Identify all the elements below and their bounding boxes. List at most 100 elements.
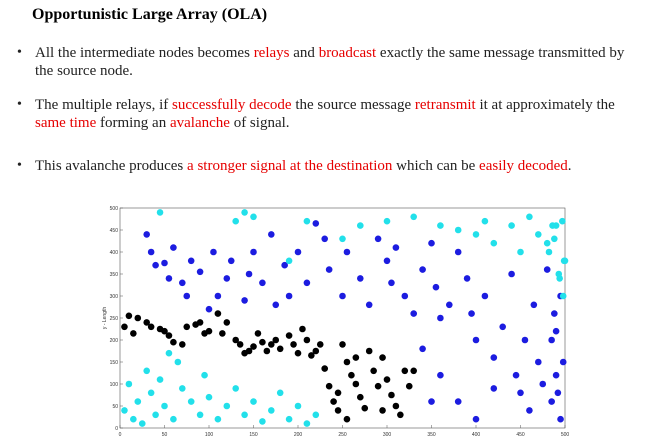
point: [179, 279, 186, 287]
point: [245, 270, 253, 278]
text: .: [567, 158, 572, 174]
text: which can be: [392, 158, 480, 174]
point: [303, 217, 311, 225]
point: [339, 341, 346, 348]
point: [227, 257, 235, 265]
text: and: [289, 45, 319, 61]
point: [535, 358, 542, 366]
point: [339, 292, 346, 300]
point: [156, 376, 164, 383]
point: [321, 235, 329, 243]
point: [312, 347, 320, 355]
x-tick-label: 500: [561, 432, 570, 438]
point: [183, 292, 191, 300]
point: [472, 415, 480, 423]
point: [236, 341, 244, 348]
point: [147, 323, 155, 331]
point: [517, 389, 524, 397]
point: [121, 323, 128, 331]
point: [545, 248, 553, 256]
point: [134, 398, 142, 405]
point: [437, 371, 444, 379]
point: [454, 248, 462, 256]
point: [196, 268, 204, 276]
point: [272, 301, 280, 309]
point: [165, 275, 173, 282]
point: [339, 235, 346, 243]
point: [401, 367, 409, 375]
point: [499, 323, 507, 331]
highlight-text: successfully decode: [172, 97, 292, 113]
point: [374, 235, 382, 243]
x-tick-label: 300: [383, 432, 392, 438]
point: [312, 220, 320, 227]
point: [299, 325, 306, 333]
point: [559, 217, 566, 225]
point: [223, 402, 231, 410]
point: [232, 385, 239, 392]
point: [481, 292, 489, 300]
y-tick-label: 250: [110, 316, 119, 322]
point: [303, 336, 311, 344]
point: [379, 354, 386, 361]
point: [401, 292, 409, 300]
point: [187, 398, 195, 405]
point: [254, 330, 262, 337]
point: [214, 310, 222, 317]
point: [446, 301, 453, 309]
point: [343, 415, 351, 423]
point: [196, 411, 204, 419]
point: [543, 266, 551, 273]
point: [281, 261, 288, 269]
point: [170, 415, 177, 423]
point: [152, 261, 159, 269]
y-tick-label: 150: [110, 360, 119, 366]
point: [219, 330, 226, 337]
y-tick-label: 100: [110, 382, 119, 388]
point: [205, 327, 213, 335]
point: [325, 382, 333, 390]
point: [294, 248, 302, 256]
point: [125, 380, 133, 388]
point: [490, 239, 498, 247]
x-tick-label: 250: [338, 432, 347, 438]
point: [223, 319, 231, 326]
point: [560, 257, 568, 265]
point: [285, 332, 293, 339]
highlight-text: easily decoded: [479, 158, 568, 174]
point: [490, 385, 498, 392]
point: [259, 418, 266, 425]
point: [121, 407, 128, 414]
point: [325, 266, 333, 273]
point: [410, 310, 418, 317]
point: [383, 217, 391, 225]
point: [294, 402, 302, 410]
point: [419, 345, 426, 353]
point: [508, 270, 515, 278]
point: [526, 213, 533, 221]
point: [454, 226, 462, 234]
point: [161, 327, 168, 335]
x-tick-label: 150: [249, 432, 258, 438]
point: [290, 341, 297, 348]
x-tick-label: 400: [472, 432, 481, 438]
point: [187, 257, 195, 265]
point: [551, 310, 558, 317]
point: [179, 385, 186, 392]
highlight-text: broadcast: [318, 45, 377, 61]
point: [428, 239, 435, 247]
y-tick-label: 450: [110, 228, 119, 234]
point: [552, 371, 560, 379]
point: [170, 338, 177, 346]
point: [294, 349, 302, 357]
point: [250, 398, 257, 405]
point: [134, 314, 142, 322]
point: [392, 244, 400, 251]
point: [174, 358, 182, 366]
point: [138, 420, 146, 427]
x-tick-label: 200: [294, 432, 303, 438]
point: [352, 380, 360, 388]
point: [250, 213, 257, 221]
point: [352, 354, 360, 361]
point: [223, 275, 231, 282]
